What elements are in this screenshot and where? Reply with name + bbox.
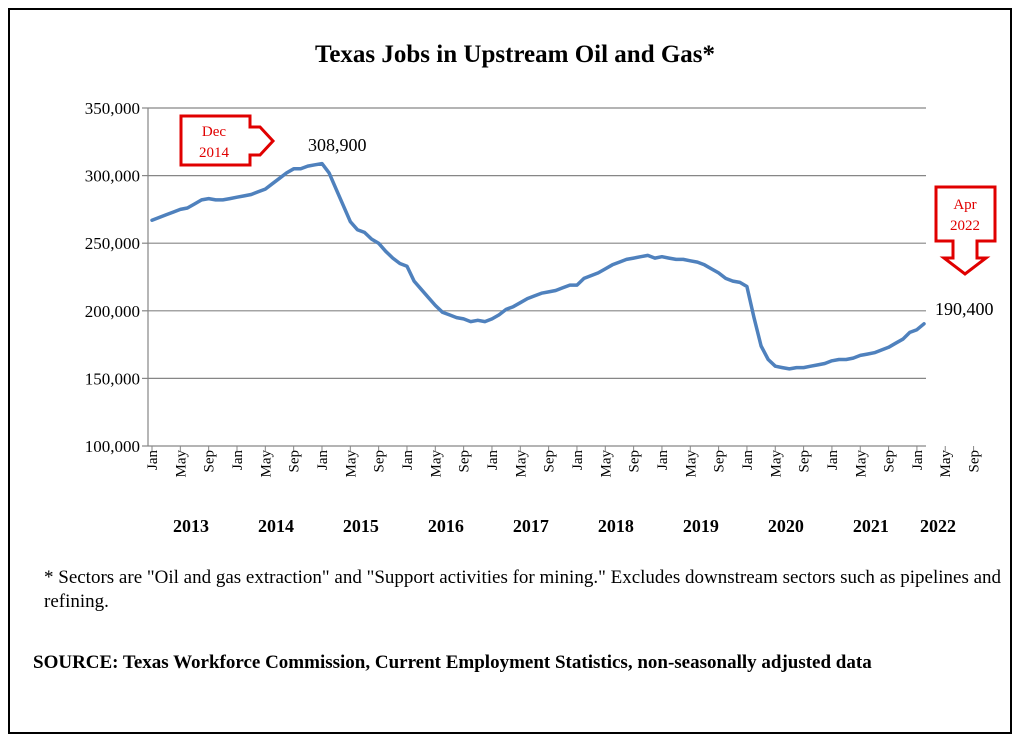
x-tick-label: Jan <box>315 450 331 470</box>
x-tick-label: Sep <box>372 450 388 473</box>
chart-title: Texas Jobs in Upstream Oil and Gas* <box>315 41 715 68</box>
y-tick-label: 100,000 <box>85 437 140 456</box>
x-tick-label: May <box>343 450 359 478</box>
x-tick-label: Sep <box>287 450 303 473</box>
gridlines <box>148 107 926 379</box>
figure-frame <box>8 8 1012 734</box>
end-value-label: 190,400 <box>935 299 994 319</box>
x-tick-label: May <box>428 450 444 478</box>
x-tick-label: Jan <box>910 450 926 470</box>
x-axis: Jan May Sep Jan May Sep Jan May Sep Jan May Sep Jan M… <box>145 445 983 536</box>
year-label: 2014 <box>258 516 294 536</box>
x-tick-label: Jan <box>485 450 501 470</box>
year-label: 2021 <box>853 516 889 536</box>
year-label: 2015 <box>343 516 379 536</box>
x-tick-label: May <box>768 450 784 478</box>
source-note: SOURCE: Texas Workforce Commission, Curr… <box>33 652 872 673</box>
x-tick-label: May <box>258 450 274 478</box>
x-tick-label: Sep <box>797 450 813 473</box>
x-tick-label: Jan <box>145 450 161 470</box>
series-lines <box>150 161 926 371</box>
x-tick-label: Sep <box>882 450 898 473</box>
peak-callout-year: 2014 <box>199 145 230 161</box>
year-label: 2013 <box>173 516 209 536</box>
end-callout-arrow <box>934 185 997 276</box>
peak-value-label: 308,900 <box>308 135 367 155</box>
y-axis: 100,000 150,000 200,000 250,000 300,000 350,0… <box>85 99 149 456</box>
x-tick-label: Jan <box>740 450 756 470</box>
year-label: 2017 <box>513 516 549 536</box>
x-tick-label: May <box>173 450 189 478</box>
x-tick-label: Jan <box>230 450 246 470</box>
x-tick-label: Jan <box>570 450 586 470</box>
y-tick-label: 350,000 <box>85 99 140 118</box>
series-line <box>150 161 926 371</box>
y-tick-label: 300,000 <box>85 167 140 186</box>
x-tick-label: Sep <box>457 450 473 473</box>
y-tick-label: 250,000 <box>85 234 140 253</box>
y-tick-label: 150,000 <box>85 369 140 388</box>
x-tick-label: Jan <box>825 450 841 470</box>
x-tick-label: Sep <box>542 450 558 473</box>
end-callout-month: Apr <box>953 197 976 213</box>
year-label: 2018 <box>598 516 634 536</box>
x-tick-label: May <box>683 450 699 478</box>
year-label: 2020 <box>768 516 804 536</box>
year-label: 2016 <box>428 516 464 536</box>
annotations: 308,900 190,400 Dec 2014 Apr 2022 <box>179 114 997 319</box>
x-tick-label: May <box>938 450 954 478</box>
x-tick-label: Jan <box>400 450 416 470</box>
y-tick-label: 200,000 <box>85 302 140 321</box>
x-tick-label: May <box>853 450 869 478</box>
x-tick-label: Jan <box>655 450 671 470</box>
footnote: * Sectors are "Oil and gas extraction" a… <box>44 567 1002 612</box>
x-tick-label: May <box>598 450 614 478</box>
year-label: 2019 <box>683 516 719 536</box>
x-tick-label: Sep <box>202 450 218 473</box>
year-label: 2022 <box>920 516 956 536</box>
x-tick-label: Sep <box>967 450 983 473</box>
x-tick-label: Sep <box>627 450 643 473</box>
x-tick-label: Sep <box>712 450 728 473</box>
peak-callout-month: Dec <box>202 124 226 140</box>
x-tick-label: May <box>513 450 529 478</box>
peak-callout-arrow <box>179 114 276 167</box>
end-callout-year: 2022 <box>950 218 980 234</box>
